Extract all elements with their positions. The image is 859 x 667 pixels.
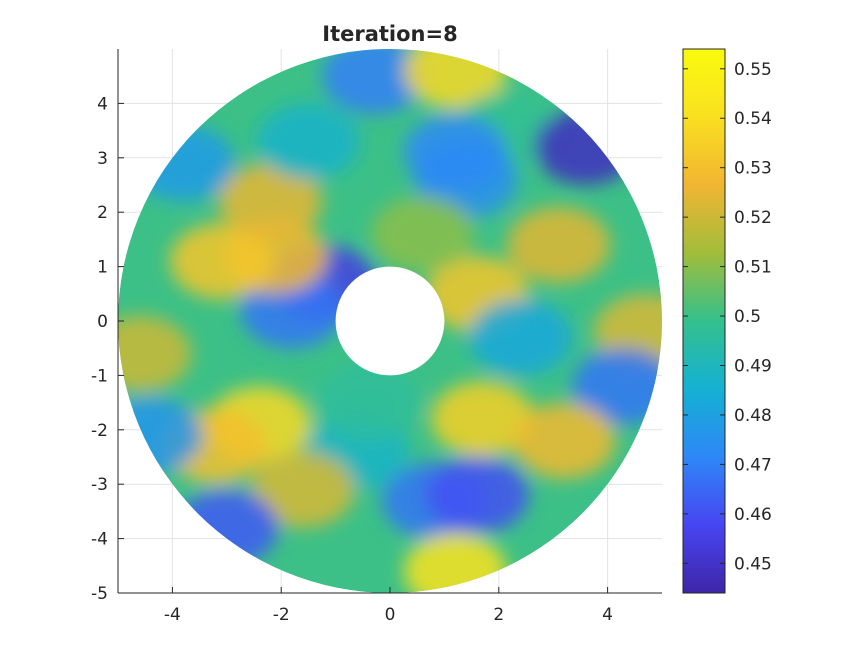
field-feature <box>251 451 355 528</box>
colorbar-tick-label: 0.46 <box>734 505 772 525</box>
x-tick-label: 2 <box>493 605 504 625</box>
field-feature <box>218 163 322 240</box>
x-tick-label: -2 <box>273 605 290 625</box>
field-feature <box>322 49 426 115</box>
colorbar-tick-label: 0.5 <box>734 307 761 327</box>
y-tick-label: -2 <box>91 421 108 441</box>
y-tick-label: -3 <box>91 475 108 495</box>
field-feature <box>468 299 573 376</box>
y-tick-label: 1 <box>97 258 108 278</box>
y-tick-label: 4 <box>97 94 108 114</box>
field-feature <box>512 402 616 479</box>
colorbar-tick-label: 0.47 <box>734 455 772 475</box>
field-feature <box>256 103 361 180</box>
colorbar-frame <box>682 48 726 594</box>
colorbar-gradient <box>683 49 725 593</box>
y-axis-ticks: 4 3 2 1 0 -1 -2 -3 -4 -5 <box>91 94 124 604</box>
colorbar-tick-label: 0.48 <box>734 406 772 426</box>
y-tick-label: -1 <box>91 366 108 386</box>
field-feature <box>430 380 535 458</box>
field-feature <box>425 457 529 534</box>
colorbar: 0.45 0.46 0.47 0.48 0.49 0.5 0.51 0.52 0.53 0.54 0… <box>682 48 772 594</box>
y-tick-label: 0 <box>97 312 108 332</box>
x-tick-label: -4 <box>164 605 181 625</box>
chart-title: Iteration=8 <box>322 22 457 46</box>
x-tick-label: 4 <box>602 605 613 625</box>
colorbar-tick-label: 0.55 <box>734 60 772 80</box>
y-tick-label: 2 <box>97 203 108 223</box>
plot-area: -4 -2 0 2 4 4 3 2 1 0 -1 -2 -3 -4 -5 <box>91 49 662 625</box>
colorbar-tick-label: 0.53 <box>734 159 772 179</box>
colorbar-ticks: 0.45 0.46 0.47 0.48 0.49 0.5 0.51 0.52 0.53 0.54 0… <box>683 60 772 574</box>
annulus-inner-hole <box>335 266 445 376</box>
x-tick-label: 0 <box>385 605 396 625</box>
field-features <box>118 49 662 593</box>
x-axis-ticks: -4 -2 0 2 4 <box>164 587 613 625</box>
y-tick-label: -4 <box>91 530 108 550</box>
field-feature <box>403 533 507 593</box>
field-feature <box>169 223 274 300</box>
y-tick-label: -5 <box>91 584 108 604</box>
colorbar-tick-label: 0.49 <box>734 357 772 377</box>
field-feature <box>316 364 420 441</box>
colorbar-tick-label: 0.54 <box>734 109 772 129</box>
y-tick-label: 3 <box>97 149 108 169</box>
field-feature <box>506 206 611 283</box>
field-feature <box>370 195 475 273</box>
field-feature <box>403 114 507 191</box>
colorbar-tick-label: 0.52 <box>734 208 772 228</box>
field-feature <box>118 315 192 392</box>
colorbar-tick-label: 0.51 <box>734 258 772 278</box>
colorbar-tick-label: 0.45 <box>734 554 772 574</box>
